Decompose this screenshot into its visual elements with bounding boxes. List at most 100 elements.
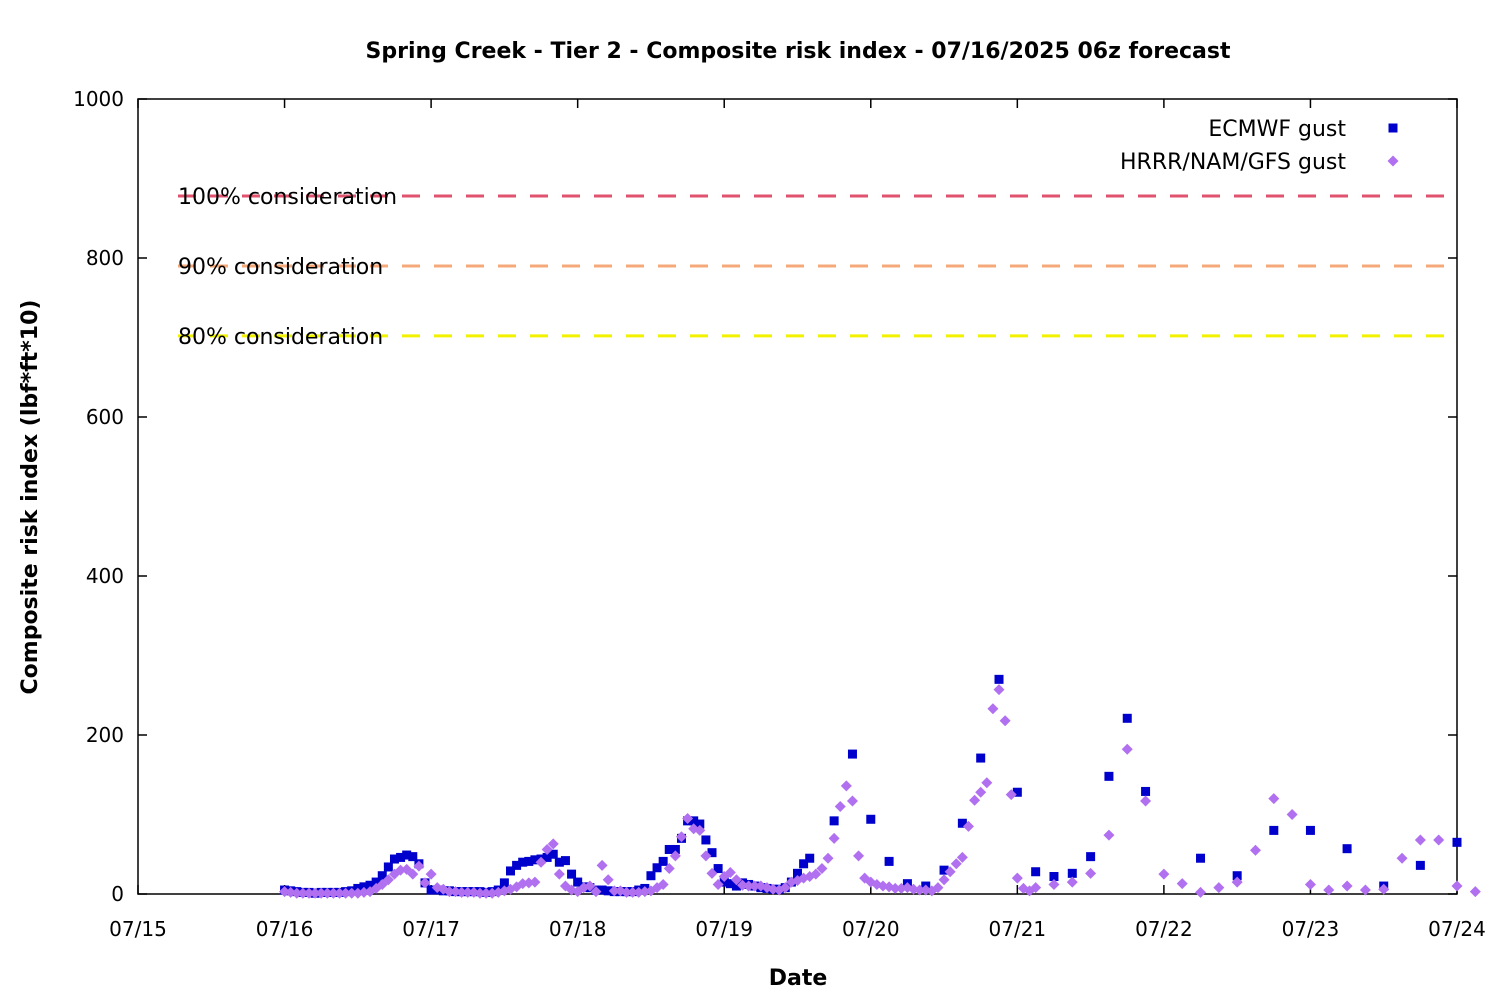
hrrr-point <box>969 794 981 806</box>
hrrr-point <box>1158 868 1170 880</box>
hrrr-point <box>987 703 999 715</box>
hrrr-point <box>938 874 950 886</box>
ecmwf-point <box>371 877 381 887</box>
hrrr-point <box>956 851 968 863</box>
hrrr-point <box>291 887 303 899</box>
hrrr-point <box>828 832 840 844</box>
hrrr-point <box>724 867 736 879</box>
hrrr-point <box>962 820 974 832</box>
y-tick-label: 600 <box>86 405 124 429</box>
ecmwf-point <box>689 816 699 826</box>
chart-title: Spring Creek - Tier 2 - Composite risk i… <box>366 39 1231 64</box>
ecmwf-point <box>731 881 741 891</box>
legend: ECMWF gust HRRR/NAM/GFS gust <box>1120 117 1399 175</box>
ecmwf-point <box>402 850 412 860</box>
hrrr-point <box>327 887 339 899</box>
ecmwf-point <box>805 853 815 863</box>
ecmwf-point <box>884 856 894 866</box>
y-axis-label: Composite risk index (lbf*ft*10) <box>18 300 43 695</box>
x-tick-label: 07/15 <box>109 917 167 941</box>
ecmwf-point <box>548 849 558 859</box>
hrrr-point <box>1213 882 1225 894</box>
ecmwf-point <box>512 860 522 870</box>
ecmwf-point <box>646 871 656 881</box>
hrrr-point <box>608 885 620 897</box>
ecmwf-point <box>670 844 680 854</box>
hrrr-point <box>419 877 431 889</box>
x-tick-label: 07/17 <box>402 917 460 941</box>
hrrr-point <box>1011 872 1023 884</box>
hrrr-point <box>682 812 694 824</box>
ecmwf-point <box>799 859 809 869</box>
ecmwf-point <box>847 749 857 759</box>
ecmwf-point <box>396 852 406 862</box>
hrrr-point <box>1469 886 1481 898</box>
hrrr-point <box>975 786 987 798</box>
x-tick-label: 07/21 <box>989 917 1047 941</box>
hrrr-point <box>1414 834 1426 846</box>
hrrr-point <box>413 860 425 872</box>
hrrr-point <box>621 886 633 898</box>
hrrr-point <box>334 887 346 899</box>
ecmwf-point <box>939 865 949 875</box>
ecmwf-point <box>713 864 723 874</box>
hrrr-point <box>1396 852 1408 864</box>
axis-ticks: 07/15 07/16 07/17 07/18 07/19 07/20 07/21 07/22… <box>73 87 1486 941</box>
hrrr-point <box>730 874 742 886</box>
ecmwf-point <box>542 852 552 862</box>
hrrr-point <box>443 886 455 898</box>
hrrr-point <box>846 795 858 807</box>
hrrr-point <box>914 884 926 896</box>
hrrr-point <box>822 852 834 864</box>
hrrr-point <box>810 868 822 880</box>
hrrr-point <box>425 868 437 880</box>
hrrr-point <box>596 859 608 871</box>
hrrr-point <box>694 824 706 836</box>
hrrr-point <box>1304 878 1316 890</box>
x-tick-label: 07/22 <box>1135 917 1193 941</box>
hrrr-point <box>1085 867 1097 879</box>
ecmwf-point <box>573 877 583 887</box>
ecmwf-point <box>793 868 802 878</box>
ecmwf-point <box>518 857 528 867</box>
hrrr-point <box>1378 883 1390 895</box>
hrrr-point <box>993 684 1005 696</box>
hrrr-point <box>602 874 614 886</box>
ecmwf-point <box>1232 871 1242 881</box>
legend-marker <box>1387 155 1399 167</box>
ecmwf-point <box>1269 825 1279 835</box>
hrrr-point <box>547 838 559 850</box>
hrrr-point <box>321 887 333 899</box>
hrrr-point <box>749 880 761 892</box>
y-tick-label: 0 <box>111 882 124 906</box>
y-tick-label: 200 <box>86 723 124 747</box>
ecmwf-point <box>408 852 418 862</box>
ecmwf-point <box>658 856 668 866</box>
ecmwf-point <box>560 856 570 866</box>
hrrr-point <box>553 868 565 880</box>
ecmwf-point <box>1086 852 1096 862</box>
hrrr-point <box>462 886 474 898</box>
y-tick-label: 1000 <box>73 87 124 111</box>
x-axis-label: Date <box>769 966 828 991</box>
hrrr-point <box>932 882 944 894</box>
x-tick-label: 07/24 <box>1428 917 1486 941</box>
ecmwf-point <box>567 869 577 879</box>
ecmwf-point <box>664 844 674 854</box>
threshold-lines: 100% consideration 90% consideration 80% c… <box>178 185 1457 350</box>
ecmwf-point <box>1122 713 1132 723</box>
hrrr-point <box>1286 809 1298 820</box>
ecmwf-point <box>866 814 876 824</box>
hrrr-point <box>297 887 309 899</box>
hrrr-point <box>1066 876 1078 888</box>
ecmwf-point <box>701 835 711 845</box>
hrrr-point <box>1451 880 1463 892</box>
hrrr-point <box>346 887 358 899</box>
hrrr-point <box>1030 882 1042 894</box>
hrrr-point <box>541 843 553 855</box>
hrrr-point <box>1249 844 1261 856</box>
legend-label: ECMWF gust <box>1208 117 1346 142</box>
hrrr-point <box>981 777 993 789</box>
